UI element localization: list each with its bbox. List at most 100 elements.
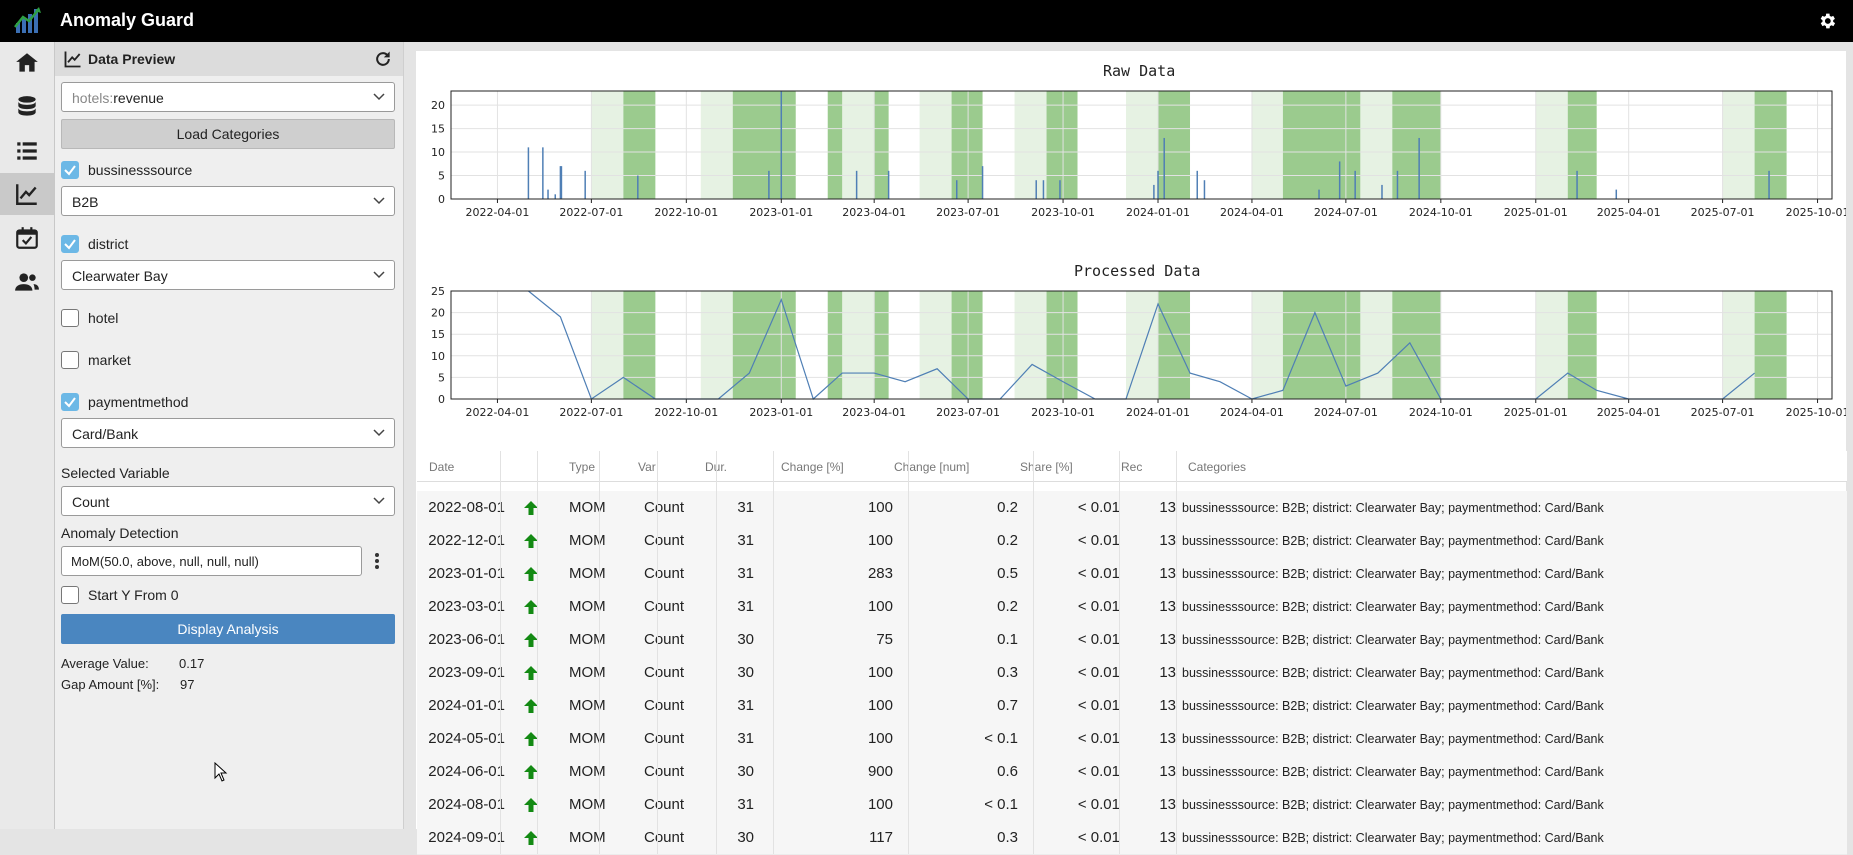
district-checkbox[interactable] — [61, 235, 79, 253]
average-value: 0.17 — [179, 656, 205, 671]
start-y-checkbox[interactable] — [61, 586, 79, 604]
col-date[interactable]: Date — [429, 460, 455, 474]
highlight-band-light — [1014, 291, 1047, 399]
chevron-down-icon — [373, 271, 385, 279]
x-tick-label: 2025-10-01 — [1786, 206, 1846, 219]
highlight-band-dark — [827, 291, 843, 399]
table-row[interactable]: 2024-09-01 MOM Count 30 117 0.3 < 0.01 13 bussin… — [417, 821, 1847, 855]
x-tick-label: 2023-10-01 — [1031, 206, 1095, 219]
kebab-menu-icon[interactable] — [373, 551, 381, 571]
load-categories-button[interactable]: Load Categories — [61, 119, 395, 149]
highlight-band-dark — [623, 291, 656, 399]
selected-variable-label: Selected Variable — [61, 465, 170, 481]
table-row[interactable]: 2023-01-01 MOM Count 31 283 0.5 < 0.01 13 bussin… — [417, 557, 1847, 591]
col-share[interactable]: Share [%] — [1020, 460, 1073, 474]
table-row[interactable]: 2023-09-01 MOM Count 30 100 0.3 < 0.01 13 bussin… — [417, 656, 1847, 690]
change-pct-cell: 100 — [867, 664, 893, 681]
highlight-band-dark — [1754, 91, 1787, 199]
nav-calendar[interactable] — [0, 217, 54, 259]
share-cell: < 0.01 — [1077, 697, 1120, 714]
nav-chart[interactable] — [0, 173, 54, 215]
x-tick-label: 2022-07-01 — [559, 406, 623, 419]
users-icon — [15, 273, 39, 291]
table-row[interactable]: 2024-05-01 MOM Count 31 100 < 0.1 < 0.01 13 buss… — [417, 722, 1847, 756]
table-row[interactable]: 2024-06-01 MOM Count 30 900 0.6 < 0.01 13 bussin… — [417, 755, 1847, 789]
categories-cell: bussinesssource: B2B; district: Clearwat… — [1182, 666, 1604, 680]
col-type[interactable]: Type — [569, 460, 596, 474]
var-cell: Count — [644, 631, 685, 648]
highlight-band-light — [1535, 291, 1568, 399]
refresh-icon[interactable] — [373, 49, 393, 69]
highlight-band-dark — [623, 91, 656, 199]
x-tick-label: 2024-07-01 — [1314, 406, 1378, 419]
gap-label: Gap Amount [%]: — [61, 677, 160, 692]
anomaly-detection-value: MoM(50.0, above, null, null, null) — [71, 554, 259, 569]
highlight-band-light — [591, 91, 624, 199]
categories-cell: bussinesssource: B2B; district: Clearwat… — [1182, 699, 1604, 713]
table-row[interactable]: 2023-03-01 MOM Count 31 100 0.2 < 0.01 13 bussin… — [417, 590, 1847, 624]
arrow-up-icon — [524, 567, 538, 581]
chart-icon — [64, 51, 81, 68]
change-num-cell: < 0.1 — [984, 796, 1018, 813]
change-pct-cell: 100 — [867, 532, 893, 549]
paymentmethod-checkbox[interactable] — [61, 393, 79, 411]
column-divider — [716, 451, 717, 854]
list-icon — [17, 142, 37, 160]
table-row[interactable]: 2023-06-01 MOM Count 30 75 0.1 < 0.01 13 bussine… — [417, 623, 1847, 657]
column-divider — [657, 451, 658, 854]
bussinesssource-value: B2B — [72, 194, 99, 210]
column-divider — [908, 451, 909, 854]
change-pct-cell: 100 — [867, 796, 893, 813]
table-row[interactable]: 2022-08-01 MOM Count 31 100 0.2 < 0.01 13 bussin… — [417, 491, 1847, 525]
hotel-checkbox[interactable] — [61, 309, 79, 327]
average-value-stat: Average Value: 0.17 — [61, 656, 204, 671]
nav-home[interactable] — [0, 42, 54, 84]
bussinesssource-select[interactable]: B2B — [61, 186, 395, 216]
share-cell: < 0.01 — [1077, 664, 1120, 681]
y-tick-label: 5 — [438, 170, 445, 183]
y-tick-label: 5 — [438, 371, 445, 384]
table-row[interactable]: 2022-12-01 MOM Count 31 100 0.2 < 0.01 13 bussin… — [417, 524, 1847, 558]
table-row[interactable]: 2024-08-01 MOM Count 31 100 < 0.1 < 0.01 13 buss… — [417, 788, 1847, 822]
highlight-band-dark — [1158, 291, 1191, 399]
date-cell: 2023-03-01 — [428, 598, 505, 615]
district-select[interactable]: Clearwater Bay — [61, 260, 395, 290]
anomaly-detection-field[interactable]: MoM(50.0, above, null, null, null) — [61, 546, 362, 576]
display-analysis-button[interactable]: Display Analysis — [61, 614, 395, 644]
date-cell: 2024-01-01 — [428, 697, 505, 714]
rec-cell: 13 — [1159, 598, 1176, 615]
gear-icon[interactable] — [1817, 11, 1837, 31]
variable-select[interactable]: Count — [61, 486, 395, 516]
col-var[interactable]: Var — [638, 460, 656, 474]
type-cell: MOM — [569, 763, 606, 780]
highlight-band-dark — [1567, 291, 1597, 399]
y-tick-label: 0 — [438, 393, 445, 406]
nav-database[interactable] — [0, 86, 54, 128]
processed-data-title: Processed Data — [1074, 262, 1201, 280]
market-checkbox[interactable] — [61, 351, 79, 369]
col-categories[interactable]: Categories — [1188, 460, 1247, 474]
raw-data-title: Raw Data — [1103, 62, 1176, 80]
col-change-pct[interactable]: Change [%] — [781, 460, 844, 474]
col-rec[interactable]: Rec — [1121, 460, 1143, 474]
type-cell: MOM — [569, 532, 606, 549]
x-tick-label: 2025-01-01 — [1504, 406, 1568, 419]
nav-list[interactable] — [0, 130, 54, 172]
change-pct-cell: 100 — [867, 598, 893, 615]
highlight-band-dark — [874, 91, 889, 199]
rec-cell: 13 — [1159, 631, 1176, 648]
bussinesssource-checkbox[interactable] — [61, 161, 79, 179]
x-tick-label: 2022-10-01 — [654, 206, 718, 219]
x-tick-label: 2025-10-01 — [1786, 406, 1846, 419]
paymentmethod-select[interactable]: Card/Bank — [61, 418, 395, 448]
date-cell: 2022-12-01 — [428, 532, 505, 549]
change-num-cell: 0.2 — [997, 598, 1018, 615]
x-tick-label: 2024-07-01 — [1314, 206, 1378, 219]
col-change-num[interactable]: Change [num] — [894, 460, 970, 474]
rec-cell: 13 — [1159, 499, 1176, 516]
source-select[interactable]: hotels:revenue — [61, 82, 395, 112]
anomaly-detection-label: Anomaly Detection — [61, 525, 179, 541]
table-row[interactable]: 2024-01-01 MOM Count 31 100 0.7 < 0.01 13 bussin… — [417, 689, 1847, 723]
type-cell: MOM — [569, 598, 606, 615]
nav-users[interactable] — [0, 261, 54, 303]
